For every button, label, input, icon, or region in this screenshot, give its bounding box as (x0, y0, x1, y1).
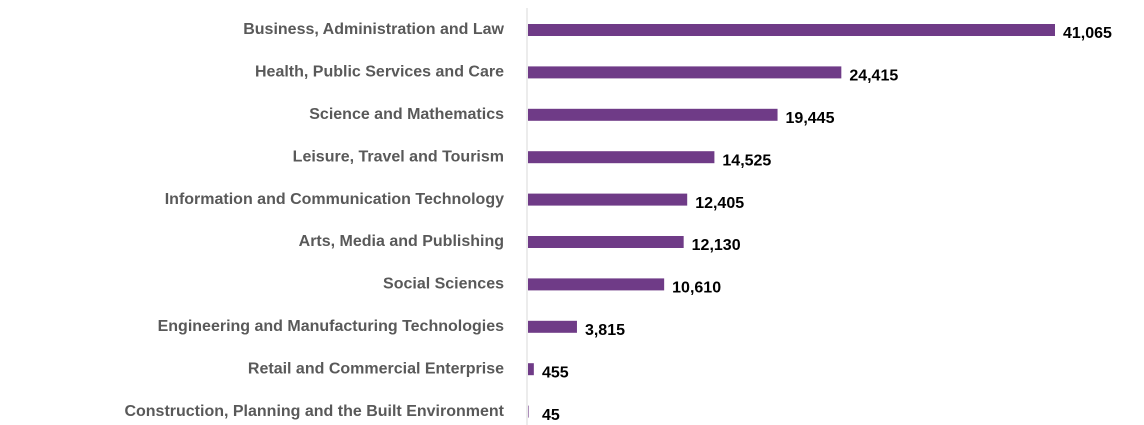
value-label: 12,130 (692, 237, 741, 254)
category-label: Arts, Media and Publishing (299, 233, 504, 250)
value-label: 10,610 (672, 280, 721, 297)
bar (528, 193, 688, 206)
value-label: 455 (542, 364, 569, 381)
bar (528, 278, 665, 291)
bar (528, 236, 684, 248)
category-label: Social Sciences (383, 276, 504, 293)
value-label: 3,815 (585, 322, 625, 339)
bar (528, 24, 1055, 36)
bar (528, 405, 529, 418)
category-label: Science and Mathematics (309, 106, 504, 123)
bar (528, 66, 842, 79)
bar (528, 108, 778, 121)
category-label: Information and Communication Technology (165, 191, 504, 208)
value-label: 19,445 (786, 110, 835, 127)
value-label: 24,415 (849, 68, 898, 85)
bar (528, 363, 534, 376)
category-label: Engineering and Manufacturing Technologi… (158, 318, 504, 335)
category-label: Business, Administration and Law (243, 21, 504, 38)
category-label: Retail and Commercial Enterprise (248, 360, 504, 377)
value-label: 14,525 (722, 152, 771, 169)
category-label: Construction, Planning and the Built Env… (124, 403, 504, 420)
value-label: 12,405 (695, 195, 744, 212)
category-label: Leisure, Travel and Tourism (293, 148, 504, 165)
value-label: 45 (542, 407, 560, 424)
value-label: 41,065 (1063, 25, 1112, 42)
bar (528, 151, 715, 164)
bar (528, 320, 577, 333)
category-label: Health, Public Services and Care (255, 64, 504, 81)
